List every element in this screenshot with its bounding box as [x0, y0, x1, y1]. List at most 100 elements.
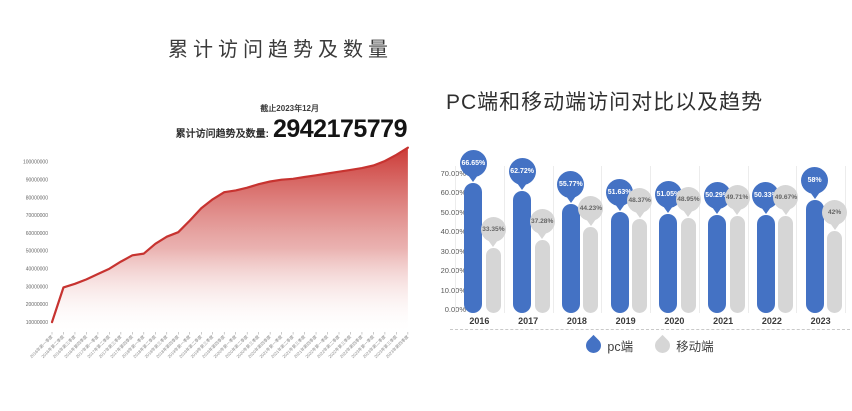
group-separator [747, 166, 749, 313]
pc-legend-label: pc端 [607, 340, 634, 354]
bubble-tail [468, 175, 479, 183]
value-pill [561, 204, 580, 313]
value-pill [632, 218, 648, 313]
bubble-tail [634, 210, 645, 218]
y-tick-label: 20.00% [440, 266, 466, 276]
value-pill [534, 240, 550, 313]
x-category-label: 2021 [713, 316, 734, 326]
bubble-tail [517, 182, 528, 190]
value-pill [708, 215, 727, 313]
value-bubble: 49.71% [724, 185, 750, 211]
bubble-tail [760, 206, 771, 214]
value-pill [756, 214, 775, 313]
legend-item-pc: pc端 [583, 334, 634, 357]
value-bubble: 33.35% [480, 217, 506, 243]
y-tick-label: 80000000 [26, 195, 48, 201]
axis-separator-line [450, 329, 850, 330]
pc-legend-marker-icon [583, 334, 605, 357]
bubble-tail [683, 209, 694, 217]
value-pill [729, 216, 745, 313]
value-bubble: 48.95% [675, 186, 701, 212]
total-annotation: 截止2023年12月 累计访问趋势及数量: 2942175779 [150, 103, 408, 144]
y-tick-label: 70000000 [26, 213, 48, 219]
bubble-tail [780, 208, 791, 216]
annotation-label: 累计访问趋势及数量: [175, 129, 269, 140]
y-tick-label: 70.00% [440, 168, 466, 178]
y-axis-labels: 10000000 20000000 30000000 40000000 50000000… [23, 160, 48, 326]
left-chart-title: 累计访问趋势及数量 [168, 39, 393, 61]
annotation-date: 截止2023年12月 [260, 104, 319, 113]
group-separator [552, 166, 554, 313]
bubble-tail [488, 240, 499, 248]
value-bubble: 66.65% [459, 150, 487, 178]
y-tick-label: 100000000 [23, 160, 48, 166]
area-line [50, 146, 409, 324]
bubble-tail [712, 207, 723, 215]
group-separator [796, 166, 798, 313]
y-tick-label: 30000000 [26, 284, 48, 290]
value-bubble: 44.23% [578, 195, 604, 221]
bubble-tail [663, 205, 674, 213]
y-tick-label: 60.00% [440, 188, 466, 198]
value-pill [464, 183, 483, 313]
value-pill [513, 190, 532, 313]
group-separator [455, 166, 456, 313]
group-separator [601, 166, 603, 313]
group-separator [650, 166, 651, 313]
cumulative-area-svg: 10000000 20000000 30000000 40000000 50000000… [23, 146, 411, 360]
x-category-label: 2017 [518, 316, 539, 326]
y-tick-label: 0.00% [426, 305, 466, 314]
value-bubble: 55.77% [557, 171, 585, 199]
mobile-legend-marker-icon [651, 334, 674, 357]
y-tick-label: 10.00% [440, 285, 466, 295]
value-pill [659, 213, 678, 313]
y-tick-label: 40.00% [440, 227, 466, 237]
value-pill [805, 200, 824, 313]
bubble-tail [809, 192, 820, 200]
y-tick-label: 40000000 [26, 267, 48, 273]
y-tick-label: 60000000 [26, 231, 48, 237]
x-axis-labels: 2016年第一季度2016年第二季度2016年第三季度2016年第四季度2017… [28, 332, 411, 360]
value-bubble: 37.28% [529, 209, 555, 235]
value-pill [610, 212, 629, 313]
x-category-label: 2020 [664, 316, 685, 326]
chart-legend: pc端 移动端 [540, 334, 760, 357]
x-category-label: 2019 [615, 316, 636, 326]
x-category-label: 2023 [810, 316, 831, 326]
value-bubble: 42% [822, 200, 848, 226]
value-pill [778, 216, 794, 313]
annotation-total-value: 2942175779 [272, 115, 408, 143]
value-pill [827, 231, 843, 313]
mobile-legend-label: 移动端 [676, 340, 714, 354]
value-bubble: 49.67% [773, 185, 799, 211]
y-tick-label: 50.00% [440, 207, 466, 217]
y-tick-label: 20000000 [26, 302, 48, 308]
value-bubble: 58% [801, 167, 829, 195]
x-category-label: 2016 [469, 316, 490, 326]
x-category-label: 2018 [566, 316, 587, 326]
pc-mobile-plot: pc端 移动端 70.00% 60.00% 50.00% 40.00% 30.00% 20… [430, 130, 852, 405]
bubble-tail [585, 218, 596, 226]
value-bubble: 62.72% [508, 157, 536, 185]
bubble-tail [829, 223, 840, 231]
value-bubble: 48.37% [627, 187, 653, 213]
bubble-tail [732, 208, 743, 216]
y-tick-label: 30.00% [440, 246, 466, 256]
group-separator [503, 166, 505, 313]
group-separator [698, 166, 700, 313]
bubble-tail [537, 232, 548, 240]
y-tick-label: 90000000 [26, 178, 48, 184]
right-chart-title: PC端和移动端访问对比以及趋势 [446, 91, 764, 114]
bubble-tail [614, 204, 625, 212]
y-tick-label: 50000000 [26, 249, 48, 255]
x-category-label: 2022 [761, 316, 782, 326]
value-pill [485, 248, 501, 313]
bubble-tail [565, 196, 576, 204]
group-separator [845, 166, 846, 313]
value-pill [680, 217, 696, 313]
y-tick-label: 10000000 [26, 320, 48, 326]
legend-item-mobile: 移动端 [651, 334, 714, 357]
area-fill [52, 147, 408, 331]
value-pill [583, 226, 599, 313]
